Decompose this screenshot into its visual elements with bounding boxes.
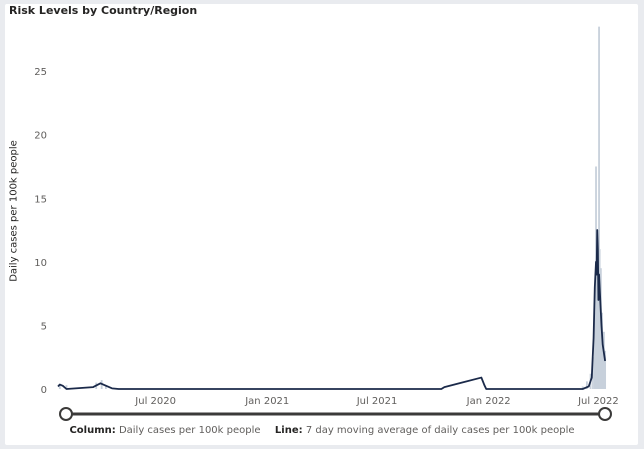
legend-column-key: Column: [69, 425, 116, 436]
column-series [58, 26, 607, 390]
column-bar [598, 249, 601, 389]
column-bar [65, 385, 68, 389]
moving-average-line [57, 229, 607, 390]
slider-start-handle[interactable] [59, 407, 73, 421]
chart-legend: Column: Daily cases per 100k people Line… [0, 425, 644, 436]
y-tick-label: 10 [34, 258, 47, 269]
x-tick-label: Jan 2022 [466, 396, 511, 407]
column-bar [603, 331, 605, 389]
column-bar [604, 350, 607, 389]
legend-line-value: 7 day moving average of daily cases per … [305, 425, 575, 436]
column-bar [586, 381, 588, 389]
x-tick-label: Jan 2021 [244, 396, 289, 407]
chart-card [5, 4, 638, 445]
column-bar [593, 312, 596, 389]
y-tick-label: 0 [41, 385, 47, 396]
legend-column-value: Daily cases per 100k people [118, 425, 261, 436]
column-bar [592, 357, 594, 389]
date-range-slider [59, 407, 612, 421]
column-bar [601, 344, 604, 389]
legend-line-key: Line: [274, 425, 303, 436]
x-tick-label: Jul 2022 [577, 396, 619, 407]
x-axis-ticks: Jul 2020 Jan 2021 Jul 2021 Jan 2022 Jul 2022 [134, 396, 618, 407]
y-tick-label: 20 [34, 131, 47, 142]
x-tick-label: Jul 2020 [134, 396, 176, 407]
slider-end-handle[interactable] [598, 407, 612, 421]
line-series [57, 229, 607, 390]
column-bar [581, 386, 584, 389]
column-bar [105, 385, 107, 389]
x-tick-label: Jul 2021 [356, 396, 398, 407]
y-tick-label: 25 [34, 67, 47, 78]
y-tick-label: 15 [34, 194, 47, 205]
column-bar [598, 26, 600, 390]
visual-title: Risk Levels by Country/Region [9, 4, 198, 17]
y-axis-ticks: 0 5 10 15 20 25 [34, 67, 47, 396]
column-bar [596, 230, 599, 389]
y-tick-label: 5 [41, 321, 47, 332]
column-bar [58, 383, 61, 389]
